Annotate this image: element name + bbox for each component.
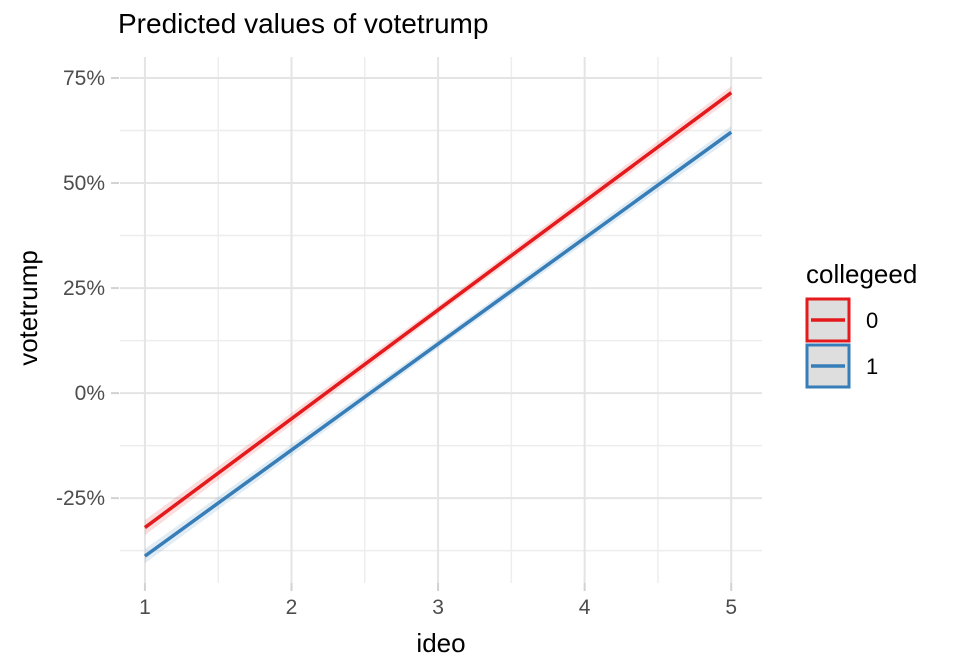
x-tick-labels: 1 2 3 4 5	[139, 596, 737, 619]
y-tick-labels: -25% 0% 25% 50% 75%	[56, 67, 105, 510]
x-tick-label: 2	[286, 596, 298, 619]
y-tick-label: 0%	[75, 382, 105, 405]
x-tick-label: 3	[432, 596, 444, 619]
x-tick-label: 4	[579, 596, 591, 619]
gridlines-major	[120, 57, 762, 583]
legend-item-label: 1	[866, 354, 878, 379]
y-tick-label: 25%	[63, 277, 105, 300]
legend-keys: 01	[805, 297, 878, 389]
y-tick-label: 50%	[63, 172, 105, 195]
line-collegeed-0	[143, 91, 733, 529]
line-collegeed-1	[143, 130, 733, 558]
legend-item-label: 0	[866, 308, 878, 333]
x-axis-title: ideo	[416, 628, 465, 658]
legend-title: collegeed	[806, 259, 917, 289]
axis-ticks	[111, 77, 733, 591]
y-tick-label: -25%	[56, 487, 105, 510]
legend: collegeed 01	[805, 259, 917, 389]
y-tick-label: 75%	[63, 67, 105, 90]
plot-title: Predicted values of votetrump	[118, 8, 488, 39]
x-tick-label: 5	[725, 596, 737, 619]
x-tick-label: 1	[139, 596, 151, 619]
y-axis-title: votetrump	[13, 250, 43, 366]
prediction-lines	[143, 91, 733, 558]
gridlines-minor	[120, 57, 762, 583]
